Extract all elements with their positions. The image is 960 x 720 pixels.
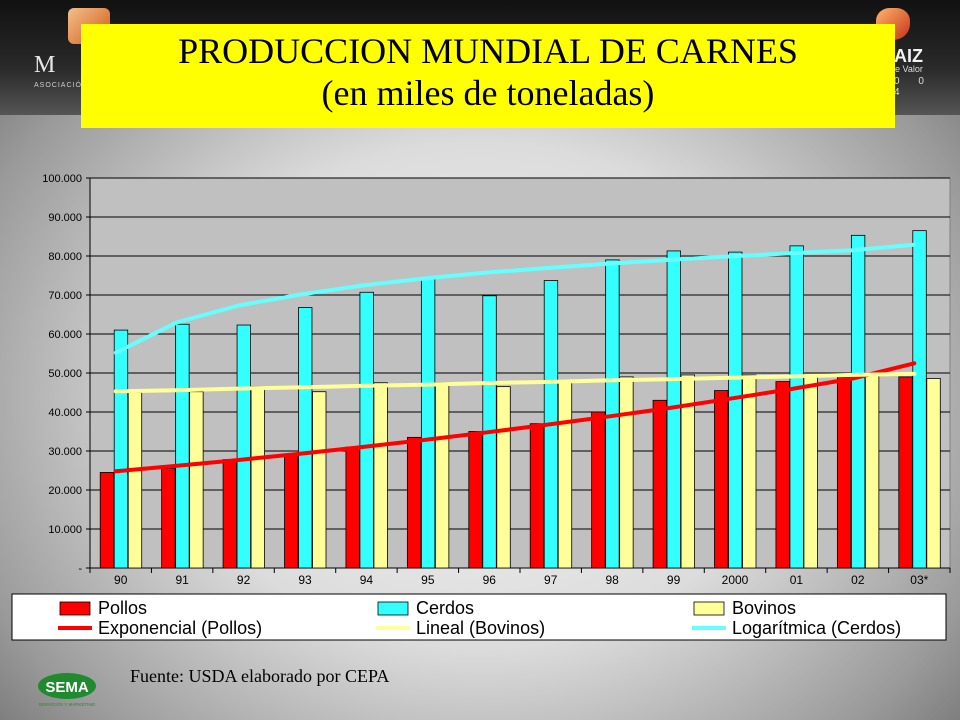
legend-label-logarítmica: Logarítmica (Cerdos) xyxy=(732,618,901,638)
x-tick-label: 95 xyxy=(421,573,435,587)
trendline-lineal xyxy=(113,371,917,394)
bar-cerdos xyxy=(728,251,743,569)
legend-swatch-pollos xyxy=(59,601,91,616)
bar-cerdos xyxy=(850,234,866,569)
maiz-logo-subtext: de Valor xyxy=(890,64,923,74)
sema-logo-text: SEMA xyxy=(45,679,89,696)
bar-bovinos xyxy=(742,374,757,569)
x-tick-label: 91 xyxy=(175,573,189,587)
y-tick-label: 70.000 xyxy=(48,290,82,302)
legend-label-exponencial: Exponencial (Pollos) xyxy=(98,618,262,638)
x-tick-label: 92 xyxy=(237,573,251,587)
bar-bovinos xyxy=(434,382,450,569)
bar-pollos xyxy=(468,431,483,569)
bar-pollos xyxy=(161,468,176,569)
bar-bovinos xyxy=(189,391,204,569)
y-tick-label: 90.000 xyxy=(48,212,82,224)
source-note: Fuente: USDA elaborado por CEPA xyxy=(130,666,390,686)
bar-pollos xyxy=(591,411,606,569)
bar-pollos xyxy=(284,454,299,569)
chart-title: PRODUCCION MUNDIAL DE CARNES xyxy=(178,31,798,71)
legend-box xyxy=(11,593,947,641)
legend-label-lineal: Lineal (Bovinos) xyxy=(416,618,545,638)
y-tick-label: 60.000 xyxy=(48,329,82,341)
y-tick-label: 40.000 xyxy=(48,407,82,419)
bar-pollos xyxy=(652,399,667,569)
bar-bovinos xyxy=(926,378,941,569)
association-logo-subtext: ASOCIACIÓ xyxy=(34,82,82,89)
bar-pollos xyxy=(529,423,545,569)
y-tick-label: 80.000 xyxy=(48,251,82,263)
bar-pollos xyxy=(406,436,422,569)
bar-cerdos xyxy=(113,329,129,569)
bar-cerdos xyxy=(175,323,190,569)
bar-bovinos xyxy=(680,374,695,569)
x-tick-label: 99 xyxy=(667,573,681,587)
x-tick-label: 97 xyxy=(544,573,558,587)
legend-label-cerdos: Cerdos xyxy=(416,598,474,618)
y-tick-label: 30.000 xyxy=(48,446,82,458)
sema-logo-shape xyxy=(38,673,96,699)
bar-pollos xyxy=(345,446,360,569)
bar-bovinos xyxy=(619,376,634,569)
x-tick-label: 96 xyxy=(483,573,497,587)
sema-logo: SEMA SERVICIOS Y MARKETING xyxy=(38,673,96,707)
trendline-logarítmica xyxy=(113,242,917,355)
bar-cerdos xyxy=(298,307,313,569)
y-tick-label: - xyxy=(78,563,82,575)
bar-pollos xyxy=(775,381,790,569)
x-tick-label: 02 xyxy=(851,573,865,587)
bar-bovinos xyxy=(496,386,511,569)
bar-pollos xyxy=(714,390,729,569)
bar-cerdos xyxy=(359,291,374,569)
x-tick-label: 93 xyxy=(298,573,312,587)
bar-pollos xyxy=(99,472,115,569)
sema-logo-subtext: SERVICIOS Y MARKETING xyxy=(39,702,96,707)
x-tick-label: 94 xyxy=(360,573,374,587)
bar-bovinos xyxy=(373,382,388,569)
bar-bovinos xyxy=(864,374,880,569)
x-tick-label: 2000 xyxy=(722,573,749,587)
legend-label-pollos: Pollos xyxy=(98,598,147,618)
y-tick-label: 10.000 xyxy=(48,524,82,536)
bar-bovinos xyxy=(250,386,265,569)
y-tick-label: 50.000 xyxy=(48,368,82,380)
bar-cerdos xyxy=(789,245,804,569)
maiz-logo-text: AIZ xyxy=(894,46,923,66)
legend-swatch-cerdos xyxy=(377,601,409,616)
maiz-logo-year: 0 0 4 xyxy=(894,76,932,98)
chart-subtitle: (en miles de toneladas) xyxy=(321,73,655,113)
legend-label-bovinos: Bovinos xyxy=(732,598,796,618)
legend-swatch-bovinos xyxy=(693,601,725,616)
x-tick-label: 01 xyxy=(790,573,804,587)
title-box: PRODUCCION MUNDIAL DE CARNES (en miles d… xyxy=(81,24,895,128)
bar-pollos xyxy=(836,376,852,569)
bar-bovinos xyxy=(127,392,143,569)
bar-bovinos xyxy=(312,391,327,569)
trendline-exponencial xyxy=(113,361,917,474)
x-tick-label: 90 xyxy=(114,573,128,587)
x-tick-label: 98 xyxy=(605,573,619,587)
y-tick-label: 100.000 xyxy=(42,173,82,185)
bar-pollos xyxy=(222,459,237,569)
bar-cerdos xyxy=(236,324,251,569)
bar-pollos xyxy=(898,376,913,569)
bar-cerdos xyxy=(420,277,436,569)
bar-bovinos xyxy=(803,375,818,569)
bar-bovinos xyxy=(557,380,573,569)
x-tick-label: 03* xyxy=(910,573,928,587)
bar-cerdos xyxy=(912,230,927,569)
legend: Pollos Cerdos Bovinos Exponencial (Pollos) L… xyxy=(11,593,947,641)
y-tick-label: 20.000 xyxy=(48,485,82,497)
